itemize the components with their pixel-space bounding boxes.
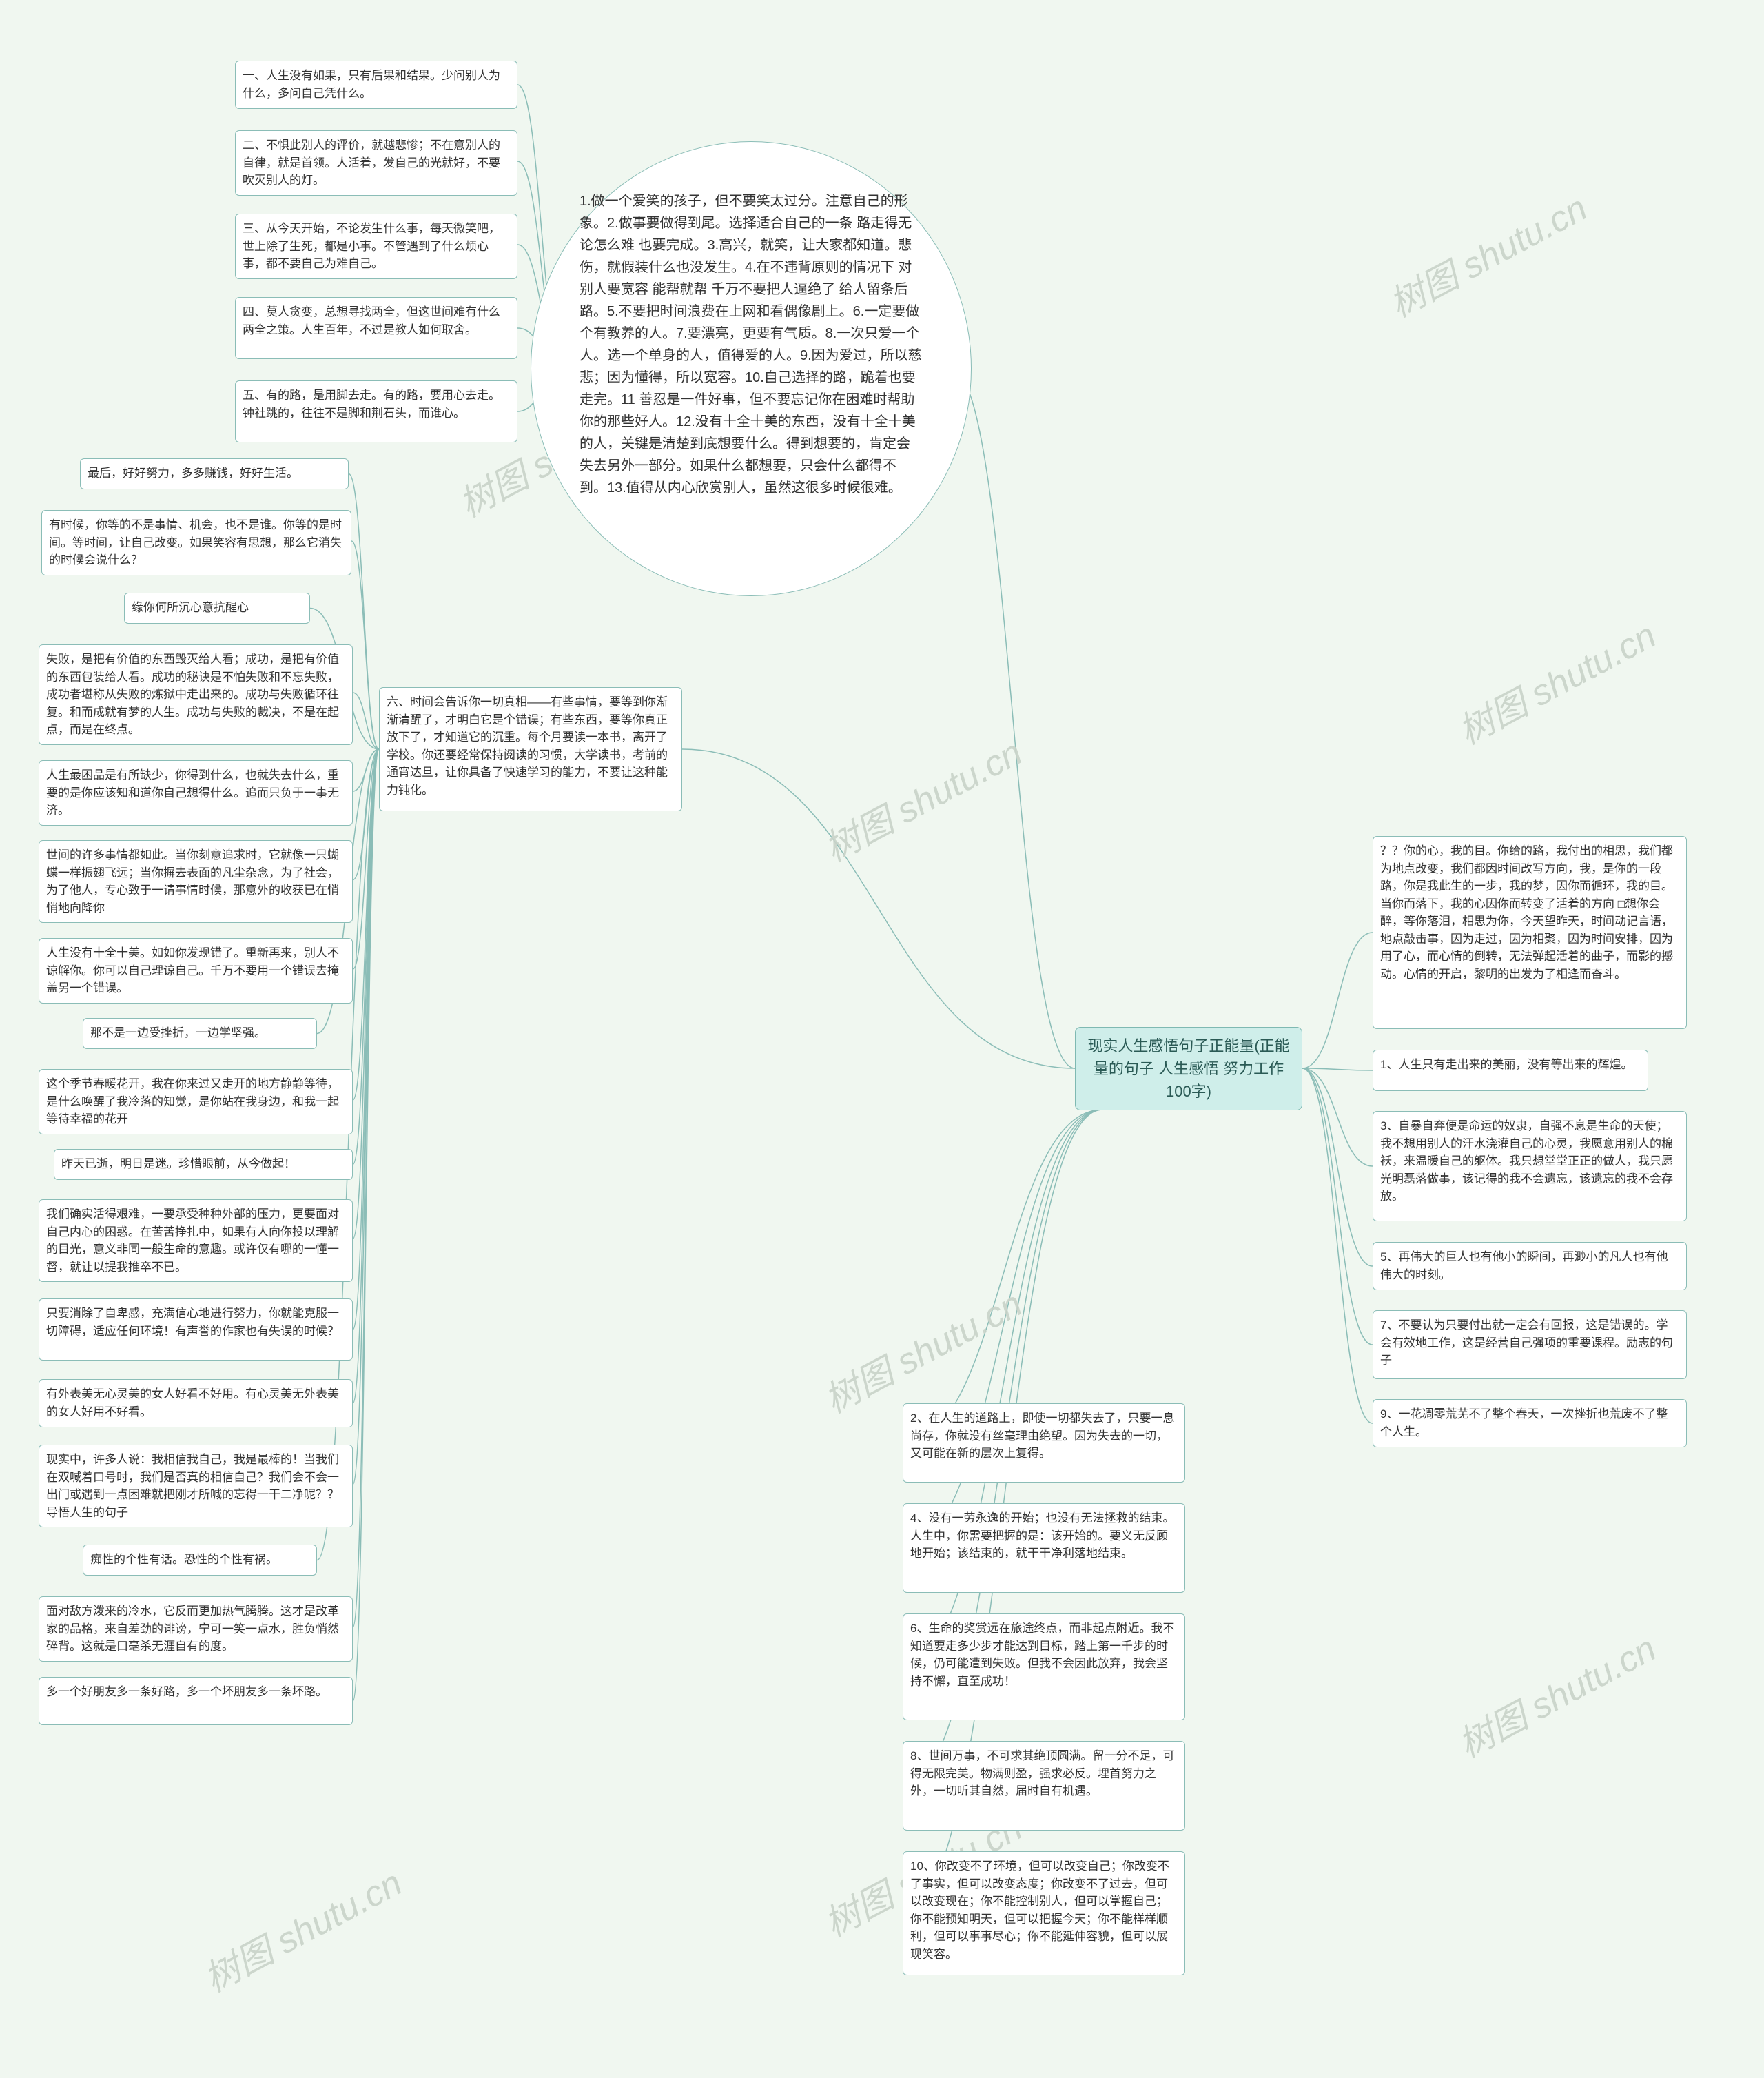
root-bottom-3[interactable]: 8、世间万事，不可求其绝顶圆满。留一分不足，可得无限完美。物满则盈，强求必反。埋… — [903, 1741, 1185, 1831]
watermark: 树图 shutu.cn — [814, 1275, 1029, 1423]
root-bottom-0[interactable]: 2、在人生的道路上，即使一切都失去了，只要一息尚存，你就没有丝毫理由绝望。因为失… — [903, 1403, 1185, 1483]
six-child-4[interactable]: 人生最困品是有所缺少，你得到什么，也就失去什么，重要的是你应该知和道你自己想得什… — [39, 760, 353, 826]
root-node[interactable]: 现实人生感悟句子正能量(正能量的句子 人生感悟 努力工作100字) — [1075, 1027, 1302, 1110]
watermark: 树图 shutu.cn — [814, 724, 1029, 871]
ellipse-child-3[interactable]: 四、莫人贪变，总想寻找两全，但这世间难有什么两全之策。人生百年，不过是教人如何取… — [235, 297, 517, 359]
ellipse-child-1[interactable]: 二、不惧此别人的评价，就越悲惨；不在意别人的自律，就是首领。人活着，发自己的光就… — [235, 130, 517, 196]
six-child-1[interactable]: 有时候，你等的不是事情、机会，也不是谁。你等的是时间。等时间，让自己改变。如果笑… — [41, 510, 351, 575]
six-child-9[interactable]: 昨天已逝，明日是迷。珍惜眼前，从今做起！ — [54, 1149, 353, 1180]
root-bottom-1[interactable]: 4、没有一劳永逸的开始；也没有无法拯救的结束。人生中，你需要把握的是：该开始的。… — [903, 1503, 1185, 1593]
six-child-16[interactable]: 多一个好朋友多一条好路，多一个坏朋友多一条坏路。 — [39, 1677, 353, 1725]
root-right-2[interactable]: 3、自暴自弃便是命运的奴隶，自强不息是生命的天使；我不想用别人的汗水浇灌自己的心… — [1373, 1111, 1687, 1221]
ellipse-child-2[interactable]: 三、从今天开始，不论发生什么事，每天微笑吧，世上除了生死，都是小事。不管遇到了什… — [235, 214, 517, 279]
main-ellipse[interactable]: 1.做一个爱笑的孩子，但不要笑太过分。注意自己的形象。2.做事要做得到尾。选择适… — [531, 141, 972, 596]
root-right-3[interactable]: 5、再伟大的巨人也有他小的瞬间，再渺小的凡人也有他伟大的时刻。 — [1373, 1242, 1687, 1290]
six-child-7[interactable]: 那不是一边受挫折，一边学坚强。 — [83, 1018, 317, 1049]
root-right-0[interactable]: ？？你的心，我的目。你给的路，我付出的相思，我们都为地点改变，我们都因时间改写方… — [1373, 836, 1687, 1029]
six-child-0[interactable]: 最后，好好努力，多多赚钱，好好生活。 — [80, 458, 349, 489]
six-child-5[interactable]: 世间的许多事情都如此。当你刻意追求时，它就像一只蝴蝶一样振翅飞远；当你摒去表面的… — [39, 840, 353, 923]
ellipse-child-4[interactable]: 五、有的路，是用脚去走。有的路，要用心去走。钟社跳的，往往不是脚和荆石头，而谁心… — [235, 380, 517, 442]
root-bottom-4[interactable]: 10、你改变不了环境，但可以改变自己；你改变不了事实，但可以改变态度；你改变不了… — [903, 1851, 1185, 1975]
six-child-12[interactable]: 有外表美无心灵美的女人好看不好用。有心灵美无外表美的女人好用不好看。 — [39, 1379, 353, 1427]
six-child-3[interactable]: 失败，是把有价值的东西毁灭给人看；成功，是把有价值的东西包装给人看。成功的秘诀是… — [39, 644, 353, 745]
watermark: 树图 shutu.cn — [1379, 179, 1594, 327]
six-child-10[interactable]: 我们确实活得艰难，一要承受种种外部的压力，更要面对自己内心的困惑。在苦苦挣扎中，… — [39, 1199, 353, 1282]
six-child-13[interactable]: 现实中，许多人说：我相信我自己，我是最棒的！当我们在双喊着口号时，我们是否真的相… — [39, 1445, 353, 1527]
six-child-11[interactable]: 只要消除了自卑感，充满信心地进行努力，你就能克服一切障碍，适应任何环境！有声誉的… — [39, 1298, 353, 1361]
ellipse-child-0[interactable]: 一、人生没有如果，只有后果和结果。少问别人为什么，多问自己凭什么。 — [235, 61, 517, 109]
six-child-15[interactable]: 面对敌方泼来的冷水，它反而更加热气腾腾。这才是改革家的品格，来自差劲的诽谤，宁可… — [39, 1596, 353, 1662]
watermark: 树图 shutu.cn — [1448, 607, 1663, 754]
root-bottom-2[interactable]: 6、生命的奖赏远在旅途终点，而非起点附近。我不知道要走多少步才能达到目标，踏上第… — [903, 1613, 1185, 1720]
six-child-8[interactable]: 这个季节春暖花开，我在你来过又走开的地方静静等待，是什么唤醒了我冷落的知觉，是你… — [39, 1069, 353, 1134]
six-child-6[interactable]: 人生没有十全十美。如如你发现错了。重新再来，别人不谅解你。你可以自己理谅自己。千… — [39, 938, 353, 1004]
root-right-1[interactable]: 1、人生只有走出来的美丽，没有等出来的辉煌。 — [1373, 1050, 1648, 1091]
root-right-5[interactable]: 9、一花凋零荒芜不了整个春天，一次挫折也荒废不了整个人生。 — [1373, 1399, 1687, 1447]
six-child-2[interactable]: 缘你何所沉心意抗醒心 — [124, 593, 310, 624]
mindmap-canvas: 树图 shutu.cn 树图 shutu.cn 树图 shutu.cn 树图 shut… — [0, 0, 1764, 2078]
node-six[interactable]: 六、时间会告诉你一切真相——有些事情，要等到你渐渐清醒了，才明白它是个错误；有些… — [379, 687, 682, 811]
root-right-4[interactable]: 7、不要认为只要付出就一定会有回报，这是错误的。学会有效地工作，这是经营自己强项… — [1373, 1310, 1687, 1379]
watermark: 树图 shutu.cn — [1448, 1620, 1663, 1767]
six-child-14[interactable]: 痴性的个性有话。恐性的个性有祸。 — [83, 1545, 317, 1576]
watermark: 树图 shutu.cn — [194, 1854, 409, 2001]
